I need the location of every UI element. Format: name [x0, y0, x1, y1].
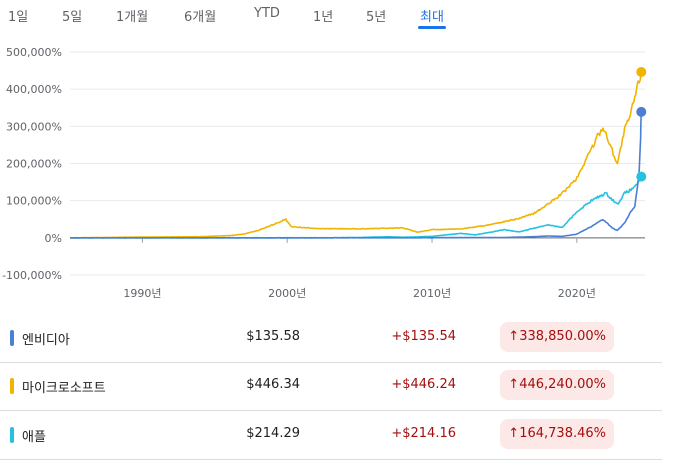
stock-price: $214.29 [246, 426, 300, 441]
price-change: +$446.24 [391, 377, 456, 392]
percent-change-badge: ↑164,738.46% [500, 419, 614, 449]
y-tick-label: -100,000% [2, 269, 62, 282]
stock-name: 마이크로소프트 [22, 381, 106, 396]
percent-change-value: 338,850.00% [519, 329, 606, 344]
tab-4[interactable]: 6개월 [184, 10, 217, 25]
stock-row[interactable]: 애플 $214.29 +$214.16 ↑164,738.46% [0, 411, 662, 460]
percent-change-value: 164,738.46% [519, 426, 606, 441]
series-endpoint-2 [636, 66, 647, 77]
series-color-swatch [10, 330, 14, 346]
percent-change-badge: ↑338,850.00% [500, 322, 614, 352]
y-tick-label: 400,000% [6, 83, 62, 96]
tab-6[interactable]: 1년 [313, 10, 334, 25]
y-tick-label: 200,000% [6, 158, 62, 171]
x-tick-label: 2000년 [268, 287, 306, 300]
x-tick-label: 2010년 [413, 287, 451, 300]
stock-price: $135.58 [246, 329, 300, 344]
series-endpoint-3 [636, 171, 647, 182]
series-color-swatch [10, 427, 14, 443]
tab-7[interactable]: 5년 [366, 10, 387, 25]
arrow-up-icon: ↑ [508, 329, 520, 344]
price-change: +$135.54 [391, 329, 456, 344]
tab-3[interactable]: 1개월 [116, 10, 149, 25]
stock-row[interactable]: 엔비디아 $135.58 +$135.54 ↑338,850.00% [0, 314, 662, 363]
x-tick-label: 1990년 [123, 287, 161, 300]
tab-8[interactable]: 최대 [418, 6, 446, 29]
series-line-2 [70, 71, 643, 239]
arrow-up-icon: ↑ [508, 377, 520, 392]
arrow-up-icon: ↑ [508, 426, 520, 441]
series-endpoint-1 [636, 106, 647, 117]
x-tick-label: 2020년 [558, 287, 596, 300]
percent-change-badge: ↑446,240.00% [500, 370, 614, 400]
series-color-swatch [10, 378, 14, 394]
stock-row[interactable]: 마이크로소프트 $446.34 +$446.24 ↑446,240.00% [0, 362, 662, 411]
range-tabs: 1일 5일 1개월 6개월 YTD 1년 5년 최대 [0, 0, 680, 34]
y-tick-label: 500,000% [6, 46, 62, 59]
y-tick-label: 100,000% [6, 195, 62, 208]
percent-change-value: 446,240.00% [519, 377, 606, 392]
stock-price: $446.34 [246, 377, 300, 392]
tab-2[interactable]: 5일 [62, 10, 83, 25]
tab-5[interactable]: YTD [254, 6, 280, 21]
y-tick-label: 300,000% [6, 120, 62, 133]
series-line-1 [70, 111, 643, 239]
stock-name: 엔비디아 [22, 333, 70, 348]
price-change: +$214.16 [391, 426, 456, 441]
tab-1[interactable]: 1일 [8, 10, 29, 25]
stock-name: 애플 [22, 430, 46, 445]
y-tick-label: 0% [45, 232, 62, 245]
price-chart: -100,000% 0% 100,000% 200,000% 300,000% 400,0… [2, 46, 647, 300]
